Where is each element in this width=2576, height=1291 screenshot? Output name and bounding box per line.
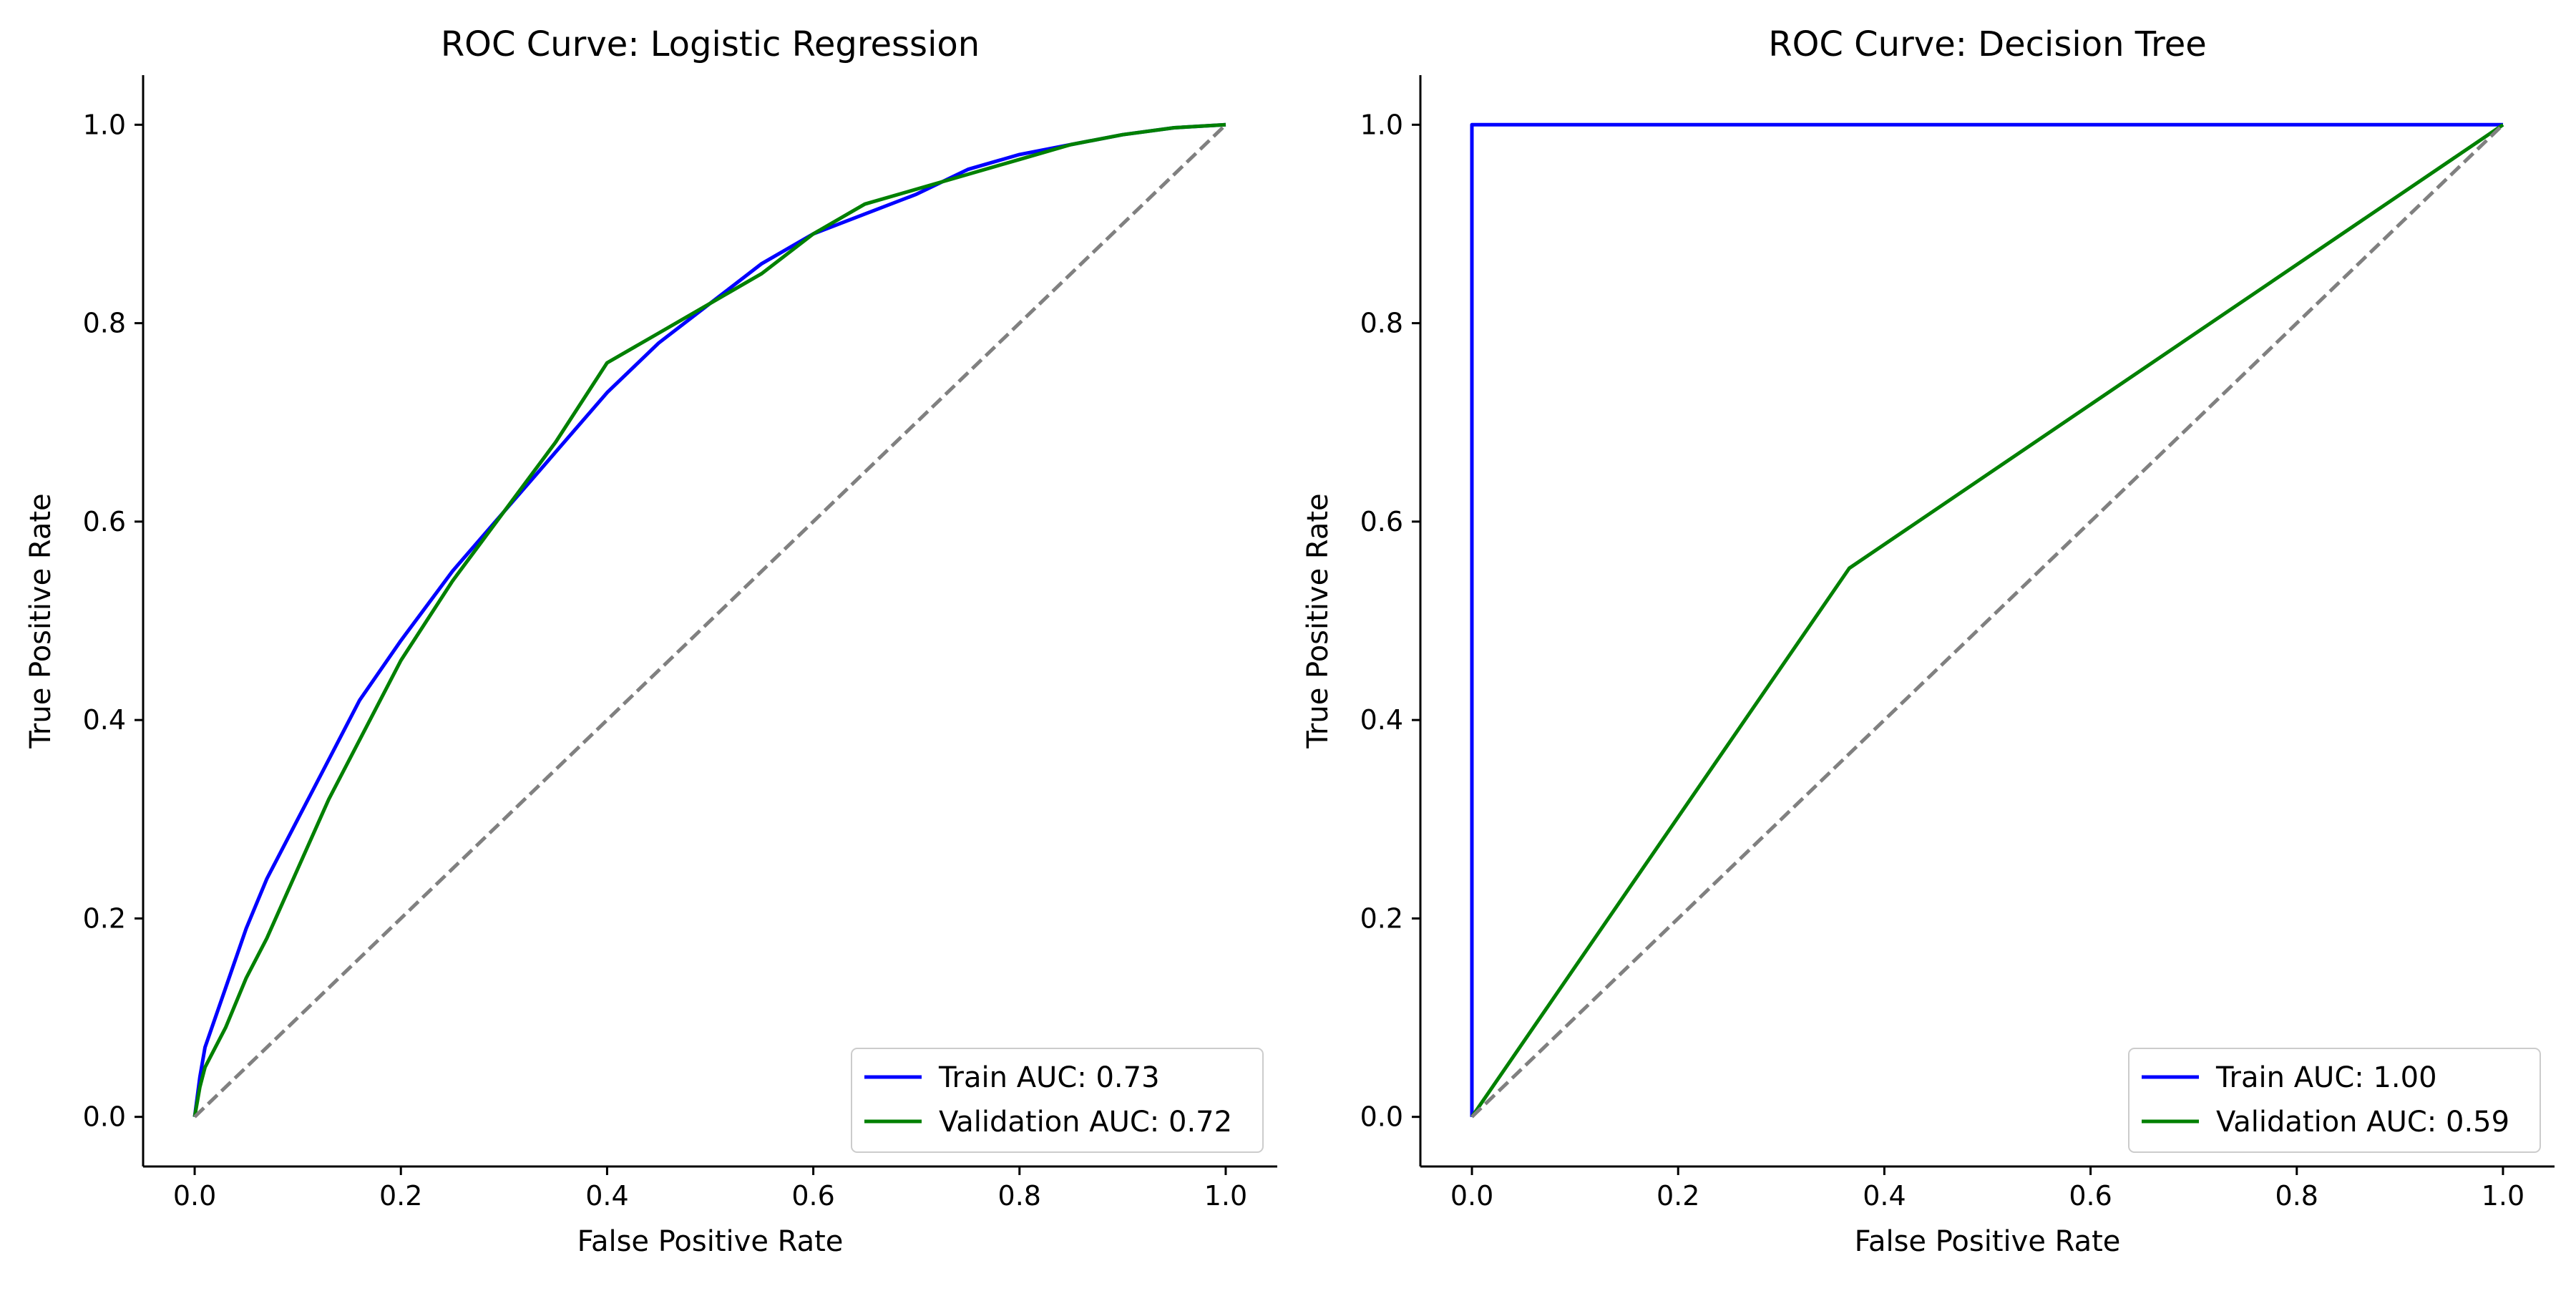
chart2-x-tick-label: 0.8 — [2275, 1180, 2318, 1212]
chart1-x-tick-label: 0.4 — [585, 1180, 628, 1212]
chart1-legend-entry: Validation AUC: 0.72 — [939, 1106, 1232, 1139]
chart1-x-tick-label: 0.0 — [173, 1180, 216, 1212]
chart2-legend: Train AUC: 1.00 Validation AUC: 0.59 — [2128, 1048, 2541, 1153]
chart2-y-tick-label: 0.2 — [1360, 902, 1403, 934]
chart2-legend-entry: Validation AUC: 0.59 — [2216, 1106, 2509, 1139]
chart1-y-tick-label: 0.6 — [83, 506, 126, 537]
chart1-y-tick-label: 0.0 — [83, 1101, 126, 1133]
chart2-chance-diagonal-line — [1470, 123, 2504, 1119]
chart2-x-tick-label: 0.0 — [1450, 1180, 1493, 1212]
chart2-title: ROC Curve: Decision Tree — [1768, 24, 2207, 64]
chart2-x-axis-label: False Positive Rate — [1855, 1225, 2121, 1258]
chart1-logreg-plot: ROC Curve: Logistic Regression 0.0 0.2 0.4 0… — [24, 24, 1277, 1258]
chart1-y-tick-label: 0.4 — [83, 704, 126, 736]
chart1-y-tick-label: 1.0 — [83, 109, 126, 140]
chart2-y-tick-label: 0.6 — [1360, 506, 1403, 537]
chart1-train-roc-line — [192, 122, 1226, 1118]
chart1-legend-entry: Train AUC: 0.73 — [938, 1061, 1160, 1094]
chart1-x-tick-label: 0.8 — [998, 1180, 1041, 1212]
chart2-y-tick-label: 1.0 — [1360, 109, 1403, 140]
chart2-x-tick-label: 0.6 — [2069, 1180, 2112, 1212]
chart1-validation-roc-line — [192, 122, 1226, 1118]
chart2-tree-plot: ROC Curve: Decision Tree 0.0 0.2 0.4 0.6 0.8 1… — [1302, 24, 2555, 1258]
chart1-y-tick-label: 0.2 — [83, 902, 126, 934]
chart1-x-tick-label: 1.0 — [1204, 1180, 1247, 1212]
chart2-y-tick-label: 0.4 — [1360, 704, 1403, 736]
chart1-y-tick-label: 0.8 — [83, 308, 126, 339]
chart2-x-tick-label: 0.4 — [1863, 1180, 1906, 1212]
chart2-y-tick-label: 0.0 — [1360, 1101, 1403, 1133]
chart1-chance-diagonal-line — [193, 123, 1227, 1119]
chart2-legend-frame — [2128, 1048, 2541, 1153]
chart1-x-axis-label: False Positive Rate — [577, 1225, 844, 1258]
chart1-title: ROC Curve: Logistic Regression — [441, 24, 980, 64]
chart2-y-tick-label: 0.8 — [1360, 308, 1403, 339]
chart2-x-tick-label: 0.2 — [1657, 1180, 1699, 1212]
chart2-train-roc-line — [1470, 122, 2503, 1117]
chart2-validation-roc-line — [1470, 123, 2504, 1119]
chart2-x-tick-label: 1.0 — [2482, 1180, 2524, 1212]
chart1-x-tick-label: 0.6 — [791, 1180, 834, 1212]
chart1-legend-frame — [851, 1048, 1264, 1153]
chart1-legend: Train AUC: 0.73 Validation AUC: 0.72 — [851, 1048, 1264, 1153]
chart1-x-tick-label: 0.2 — [379, 1180, 422, 1212]
chart1-y-axis-label: True Positive Rate — [24, 493, 57, 749]
chart2-y-axis-label: True Positive Rate — [1302, 493, 1335, 749]
chart2-legend-entry: Train AUC: 1.00 — [2215, 1061, 2437, 1094]
